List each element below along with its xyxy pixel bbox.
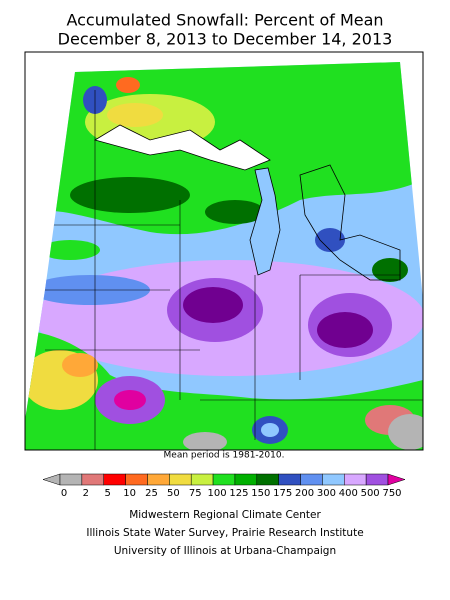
legend-label: 125 (229, 488, 248, 499)
legend-swatch (344, 473, 367, 486)
legend-label: 5 (105, 488, 111, 499)
legend-arrow-high (387, 473, 406, 486)
legend-label: 75 (189, 488, 202, 499)
legend-swatch (212, 473, 236, 486)
legend-label: 2 (83, 488, 89, 499)
legend-label: 50 (167, 488, 180, 499)
legend-label: 300 (317, 488, 336, 499)
legend-swatch (103, 473, 126, 486)
map-frame (24, 51, 424, 451)
mean-period-note: Mean period is 1981-2010. (164, 451, 285, 461)
legend-label: 0 (61, 488, 67, 499)
legend-swatch (190, 473, 214, 486)
legend-swatch (256, 473, 279, 486)
legend-label: 100 (208, 488, 227, 499)
legend-label: 25 (145, 488, 158, 499)
legend-swatch (322, 473, 345, 486)
legend-arrow-low (42, 473, 61, 486)
legend-swatch (365, 473, 389, 486)
legend-label: 10 (123, 488, 136, 499)
legend-swatch (169, 473, 192, 486)
legend-swatch (125, 473, 148, 486)
credit-line: Midwestern Regional Climate Center (129, 509, 321, 521)
legend-swatch (59, 473, 83, 486)
title-line-1: Accumulated Snowfall: Percent of Mean (66, 11, 383, 30)
legend-label: 150 (251, 488, 270, 499)
credit-line: University of Illinois at Urbana-Champai… (114, 545, 336, 557)
legend-label: 400 (339, 488, 358, 499)
legend-swatch (300, 473, 323, 486)
legend: 0 2 5 10 25 50 75 100 125 150 175 200 300 400 500 750 (42, 473, 406, 499)
credit-line: Illinois State Water Survey, Prairie Res… (86, 527, 363, 539)
legend-swatch (81, 473, 104, 486)
legend-label: 200 (295, 488, 314, 499)
legend-label: 175 (273, 488, 292, 499)
snowfall-map (25, 62, 423, 450)
legend-swatch (234, 473, 258, 486)
title-line-2: December 8, 2013 to December 14, 2013 (58, 30, 393, 49)
legend-label: 500 (361, 488, 380, 499)
legend-swatch (278, 473, 301, 486)
legend-label: 750 (382, 488, 401, 499)
legend-swatch (147, 473, 170, 486)
